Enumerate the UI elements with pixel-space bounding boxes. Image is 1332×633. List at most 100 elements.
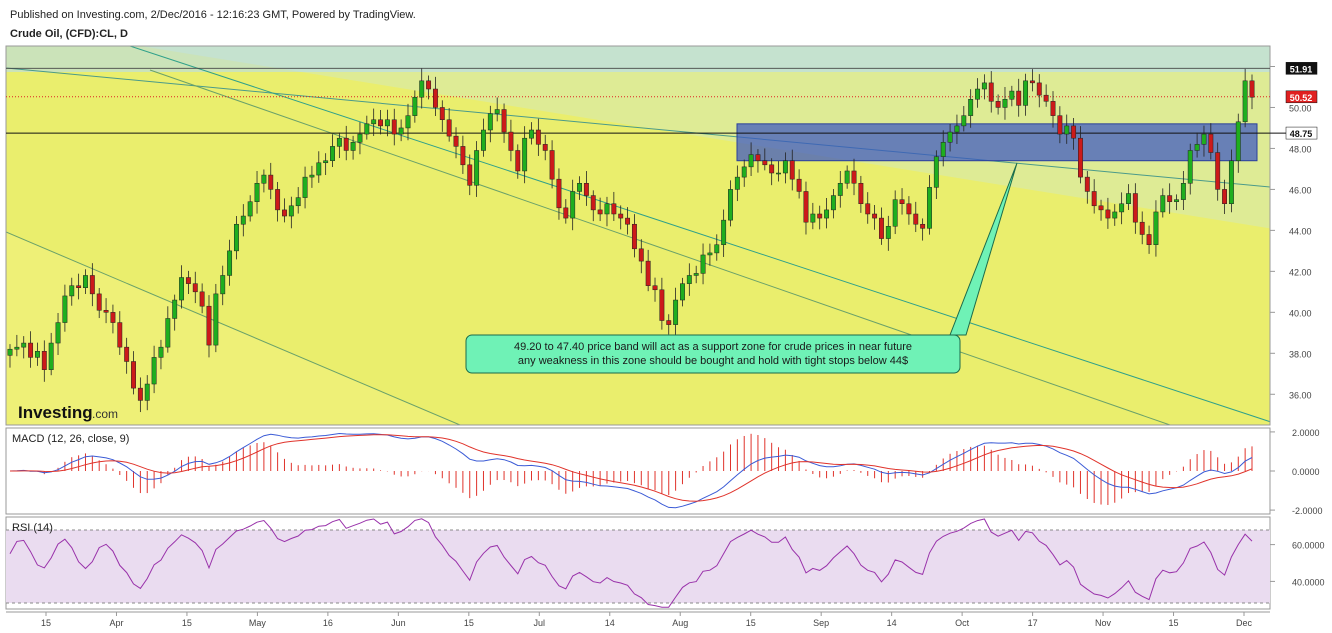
time-tick-label: Jun <box>391 618 406 628</box>
candle <box>515 144 521 179</box>
candle <box>769 158 775 186</box>
candle-body <box>1078 137 1083 178</box>
candle <box>1201 125 1207 157</box>
candle <box>323 153 329 176</box>
candle-body <box>1091 191 1097 207</box>
candle-body <box>446 119 452 137</box>
candle <box>412 90 418 123</box>
candle <box>83 269 88 295</box>
candle-body <box>14 346 20 350</box>
candle-body <box>680 283 685 301</box>
candle-body <box>1119 203 1125 213</box>
price-tick-label: 46.00 <box>1289 185 1312 195</box>
candle <box>1119 192 1125 225</box>
candle <box>796 169 802 199</box>
candle-body <box>872 213 878 219</box>
candle <box>721 209 727 257</box>
candle-body <box>398 127 404 135</box>
candle <box>364 115 370 140</box>
candle <box>776 161 781 182</box>
candle <box>954 114 960 144</box>
price-pane-border <box>5 45 1271 426</box>
candle <box>865 192 871 224</box>
candle <box>282 198 287 223</box>
candlesticks <box>7 68 1255 413</box>
price-tick-label: 48.00 <box>1289 144 1312 154</box>
candle-body <box>755 154 761 161</box>
candle <box>1146 225 1152 254</box>
candle <box>1043 84 1049 107</box>
candle <box>817 205 823 230</box>
candle-body <box>384 119 390 127</box>
candle-body <box>295 197 301 207</box>
macd-tick-label: -2.0000 <box>1292 506 1323 516</box>
candle <box>597 197 603 222</box>
candle <box>261 169 267 193</box>
candle-body <box>776 172 781 175</box>
candle-body <box>1105 209 1111 219</box>
candle <box>144 375 150 411</box>
candle <box>885 215 891 251</box>
candle <box>851 158 857 196</box>
candle-body <box>1187 150 1193 184</box>
candle-body <box>638 248 644 262</box>
candle <box>625 207 631 235</box>
candle-body <box>1215 152 1221 190</box>
candle-body <box>76 285 82 288</box>
candle-body <box>378 119 383 127</box>
candle <box>35 342 40 366</box>
candle-body <box>995 101 1001 108</box>
candle <box>206 295 212 358</box>
candle <box>879 207 884 245</box>
candle <box>192 271 198 304</box>
candle-body <box>590 195 596 211</box>
candle-body <box>625 217 631 225</box>
candle <box>549 140 555 189</box>
candle-body <box>927 187 932 229</box>
candle <box>1235 113 1241 173</box>
candle <box>604 196 610 227</box>
candle <box>1167 183 1173 214</box>
candle <box>611 191 617 222</box>
candle-body <box>21 342 27 348</box>
price-tick-label: 42.00 <box>1289 267 1312 277</box>
candle <box>240 204 246 237</box>
candle <box>927 175 932 235</box>
macd-pane[interactable] <box>5 427 1271 515</box>
candle-body <box>1132 193 1138 223</box>
candle-body <box>988 82 994 102</box>
candle-body <box>535 129 541 145</box>
candle <box>14 334 20 357</box>
candle-body <box>549 150 555 180</box>
candle-body <box>1160 195 1166 213</box>
time-tick-label: Dec <box>1236 618 1253 628</box>
candle <box>467 154 473 196</box>
candle <box>227 239 233 286</box>
candle-body <box>721 219 727 245</box>
candle <box>494 97 500 122</box>
time-tick-label: 14 <box>887 618 897 628</box>
candle <box>693 265 699 284</box>
candle-body <box>714 244 720 254</box>
candle <box>933 150 939 199</box>
macd-axis: 2.0000 0.0000 -2.0000 <box>1270 428 1323 516</box>
candle <box>535 118 541 156</box>
candle-body <box>282 209 287 217</box>
time-tick-label: 15 <box>41 618 51 628</box>
candle <box>1228 149 1234 213</box>
candle-body <box>1174 199 1179 202</box>
candle <box>830 188 836 219</box>
candle-body <box>1084 176 1090 192</box>
candle-body <box>206 305 212 346</box>
candle <box>172 294 178 331</box>
candle <box>837 170 843 208</box>
candle-body <box>618 213 624 219</box>
candle-body <box>28 342 34 358</box>
candle-body <box>693 273 699 276</box>
candle-body <box>542 144 548 151</box>
candle-body <box>1016 90 1022 106</box>
time-tick-label: Jul <box>534 618 546 628</box>
candle <box>1002 87 1008 120</box>
rsi-axis: 60.0000 40.0000 <box>1270 541 1325 587</box>
